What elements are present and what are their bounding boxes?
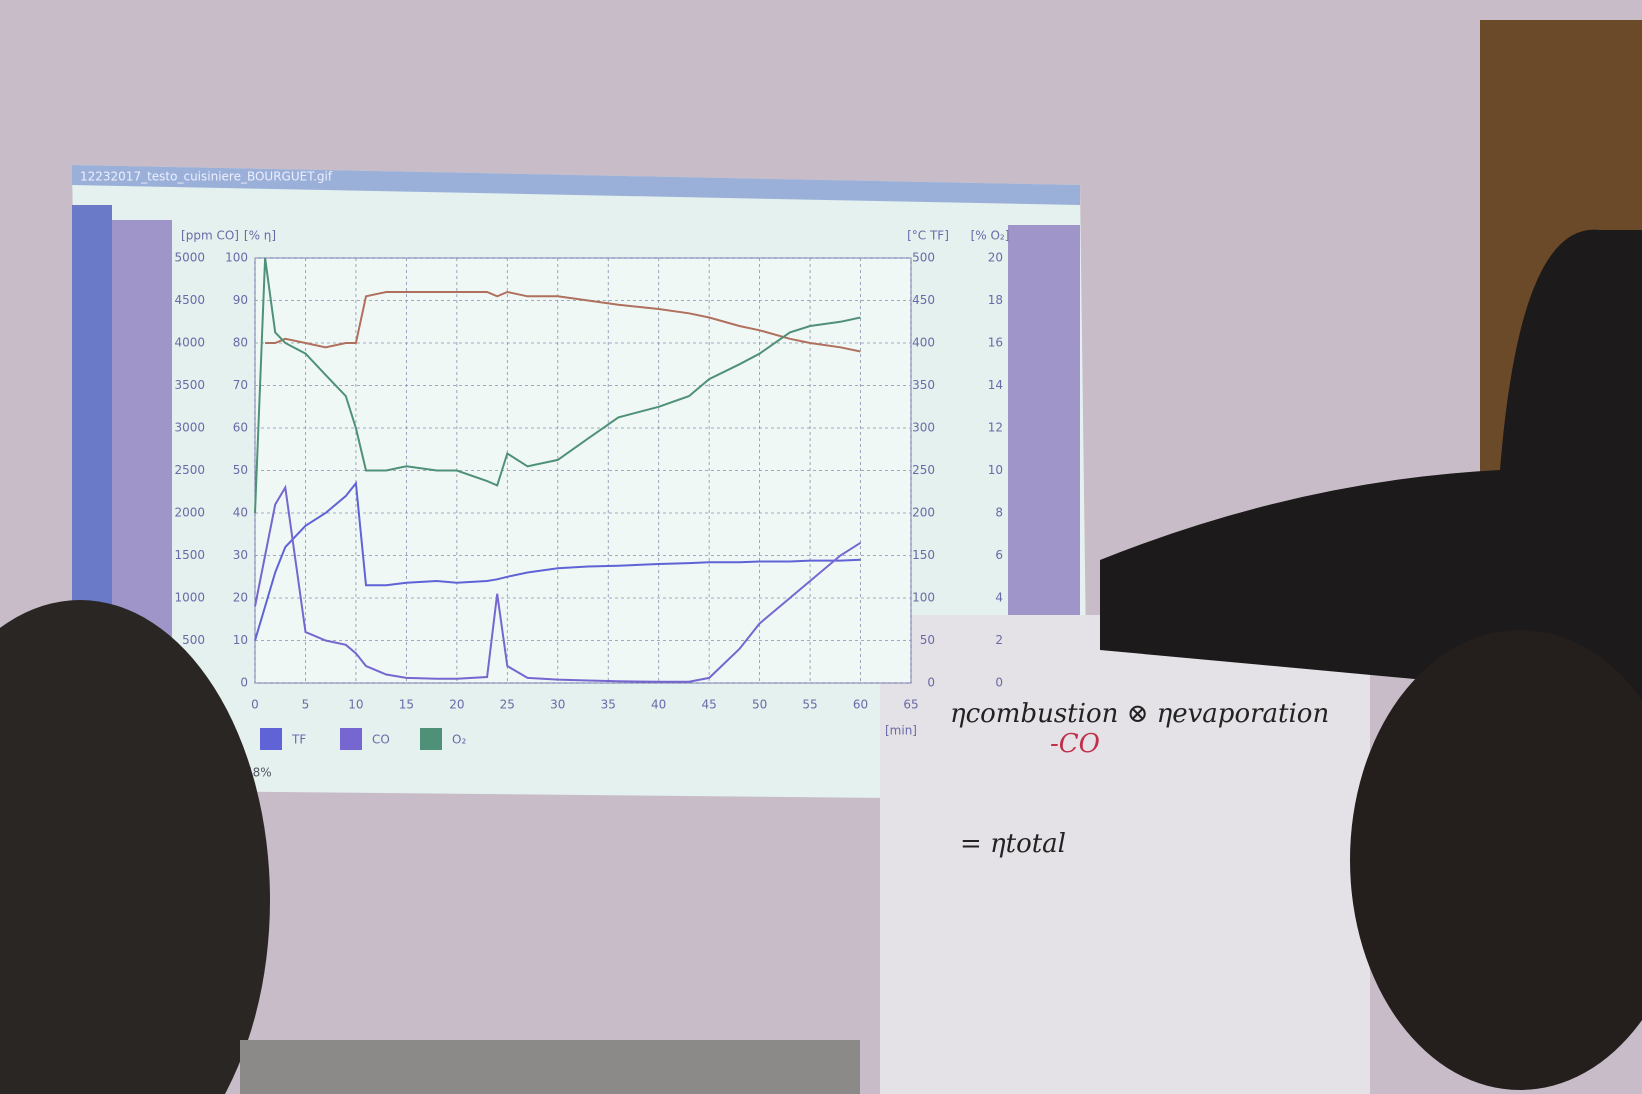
- y-tick-label: 60: [233, 421, 248, 435]
- x-tick-label: 0: [251, 698, 259, 712]
- window-title: 12232017_testo_cuisiniere_BOURGUET.gif: [80, 170, 333, 184]
- y-tick-label: 8: [995, 506, 1003, 520]
- x-tick-label: 40: [651, 698, 666, 712]
- y-tick-label: 12: [988, 421, 1003, 435]
- axis-label: [ppm CO]: [181, 229, 239, 243]
- y-tick-label: 0: [995, 676, 1003, 690]
- y-tick-label: 4: [995, 591, 1003, 605]
- y-tick-label: 100: [225, 251, 248, 265]
- x-tick-label: 60: [853, 698, 868, 712]
- x-tick-label: 5: [302, 698, 310, 712]
- x-tick-label: 55: [802, 698, 817, 712]
- y-tick-label: 3000: [174, 421, 205, 435]
- y-tick-label: 80: [233, 336, 248, 350]
- legend-swatch: [420, 728, 442, 750]
- x-tick-label: 50: [752, 698, 767, 712]
- y-tick-label: 16: [988, 336, 1003, 350]
- y-tick-label: 20: [233, 591, 248, 605]
- x-tick-label: 65: [903, 698, 918, 712]
- y-tick-label: 2000: [174, 506, 205, 520]
- y-tick-label: 450: [912, 293, 935, 307]
- x-tick-label: 45: [702, 698, 717, 712]
- y-tick-label: 40: [233, 506, 248, 520]
- audience-head: [1350, 630, 1642, 1090]
- legend-label: TF: [291, 733, 306, 747]
- y-tick-label: 70: [233, 378, 248, 392]
- legend-label: O₂: [452, 733, 466, 747]
- y-tick-label: 18: [988, 293, 1003, 307]
- y-tick-label: 3500: [174, 378, 205, 392]
- projector: [240, 1040, 860, 1094]
- series-line: [254, 480, 861, 641]
- y-tick-label: 1000: [174, 591, 205, 605]
- y-tick-label: 10: [233, 633, 248, 647]
- whiteboard-text: -CO: [1050, 729, 1100, 759]
- y-tick-label: 20: [988, 251, 1003, 265]
- y-tick-label: 10: [988, 463, 1003, 477]
- legend-label: CO: [372, 733, 390, 747]
- x-tick-label: 35: [601, 698, 616, 712]
- axis-label: [°C TF]: [907, 229, 949, 243]
- y-tick-label: 400: [912, 336, 935, 350]
- whiteboard-text: = ηtotal: [960, 829, 1066, 859]
- y-tick-label: 350: [912, 378, 935, 392]
- y-tick-label: 150: [912, 548, 935, 562]
- legend-swatch: [340, 728, 362, 750]
- launcher: [72, 205, 112, 605]
- y-tick-label: 0: [927, 676, 935, 690]
- y-tick-label: 4500: [174, 293, 205, 307]
- series-line: [254, 257, 861, 514]
- y-tick-label: 50: [920, 633, 935, 647]
- x-tick-label: 30: [550, 698, 565, 712]
- y-tick-label: 100: [912, 591, 935, 605]
- x-tick-label: 15: [399, 698, 414, 712]
- y-tick-label: 90: [233, 293, 248, 307]
- presenter: [1100, 229, 1642, 700]
- title-bar: [72, 165, 1080, 205]
- x-tick-label: 10: [348, 698, 363, 712]
- y-tick-label: 0: [240, 676, 248, 690]
- x-tick-label: 20: [449, 698, 464, 712]
- y-tick-label: 500: [912, 251, 935, 265]
- series-line: [254, 484, 862, 683]
- y-tick-label: 2500: [174, 463, 205, 477]
- axis-label: [% η]: [244, 229, 276, 243]
- y-tick-label: 14: [988, 378, 1003, 392]
- series-line: [265, 290, 861, 353]
- y-tick-label: 250: [912, 463, 935, 477]
- y-tick-label: 50: [233, 463, 248, 477]
- y-tick-label: 200: [912, 506, 935, 520]
- y-tick-label: 1500: [174, 548, 205, 562]
- y-tick-label: 300: [912, 421, 935, 435]
- y-tick-label: 5000: [174, 251, 205, 265]
- whiteboard: [880, 615, 1370, 1094]
- x-axis-label: [min]: [885, 724, 917, 738]
- whiteboard-text: ηcombustion ⊗ ηevaporation: [950, 699, 1329, 729]
- y-tick-label: 2: [995, 633, 1003, 647]
- y-tick-label: 500: [182, 633, 205, 647]
- y-tick-label: 4000: [174, 336, 205, 350]
- audience-head: [0, 600, 270, 1094]
- y-tick-label: 6: [995, 548, 1003, 562]
- chart: [ppm CO]05001000150020002500300035004000…: [174, 229, 1010, 750]
- legend-swatch: [260, 728, 282, 750]
- y-tick-label: 30: [233, 548, 248, 562]
- axis-label: [% O₂]: [971, 229, 1010, 243]
- x-tick-label: 25: [500, 698, 515, 712]
